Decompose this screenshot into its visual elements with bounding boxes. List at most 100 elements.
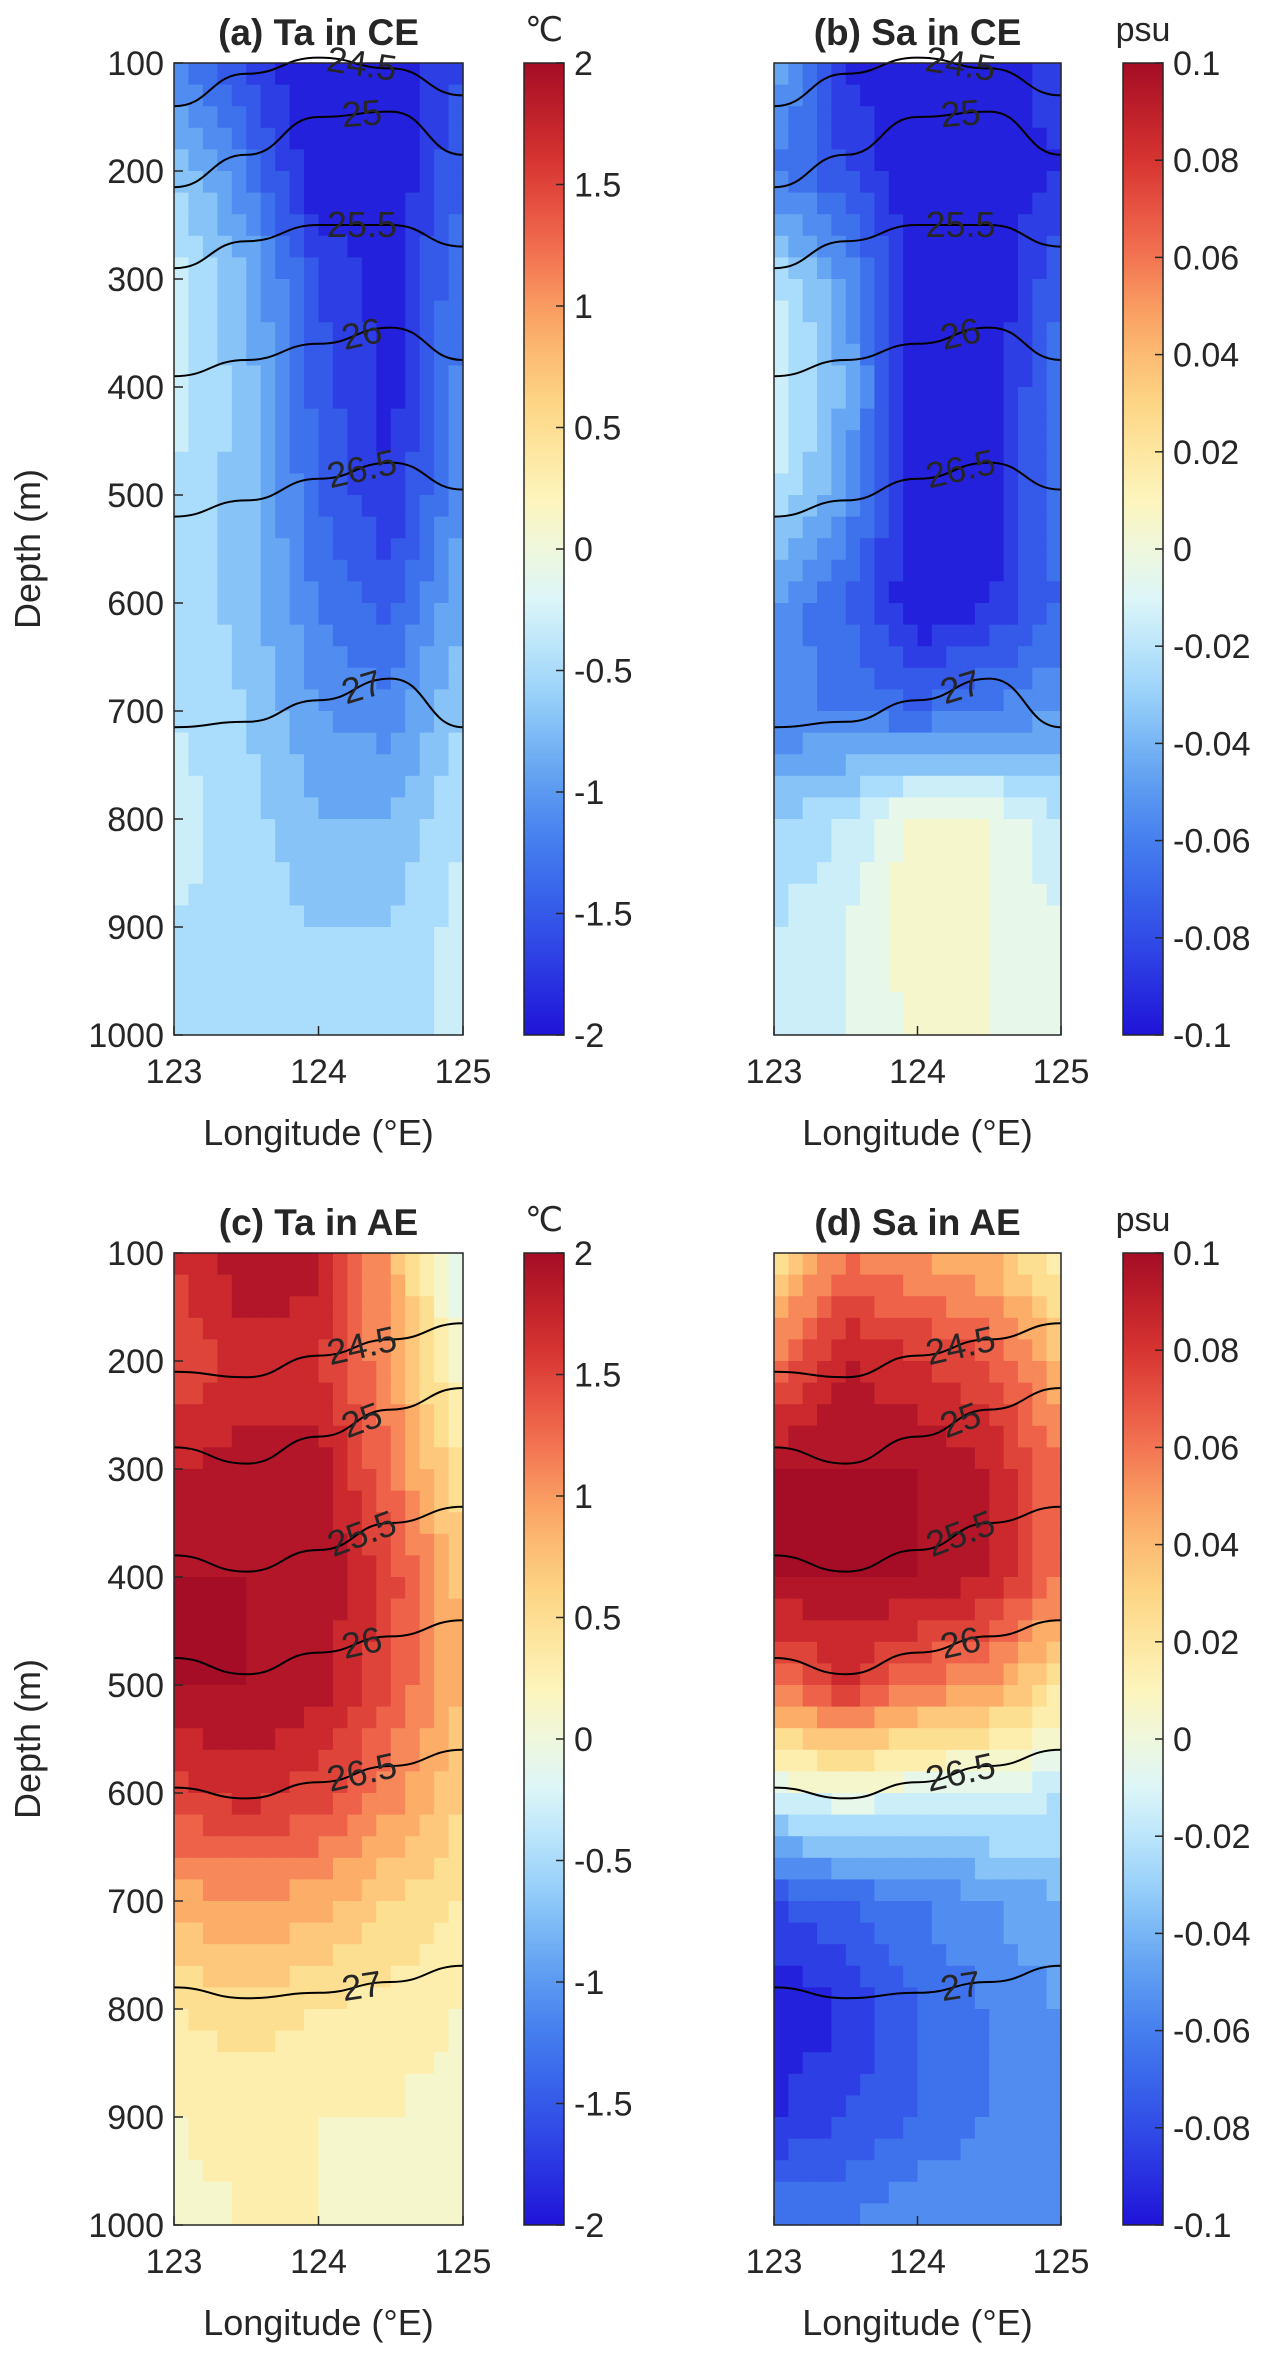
- field-cell: [260, 171, 276, 194]
- field-cell: [946, 343, 962, 366]
- field-cell: [974, 2181, 990, 2204]
- field-cell: [202, 63, 218, 86]
- field-cell: [989, 1922, 1005, 1945]
- field-cell: [217, 1685, 233, 1708]
- field-cell: [405, 408, 421, 431]
- field-cell: [946, 1598, 962, 1621]
- field-cell: [174, 1577, 190, 1600]
- isopycnal-line-26.5: [173, 1748, 464, 1800]
- field-cell: [390, 235, 406, 258]
- field-cell: [347, 2160, 363, 2183]
- field-cell: [788, 1987, 804, 2010]
- field-cell: [217, 1555, 233, 1578]
- field-cell: [1003, 819, 1019, 842]
- field-cell: [289, 84, 305, 107]
- field-cell: [217, 322, 233, 345]
- field-cell: [774, 991, 789, 1014]
- field-cell: [888, 732, 904, 755]
- field-cell: [845, 581, 861, 604]
- field-cell: [434, 775, 450, 798]
- field-cell: [390, 2095, 406, 2118]
- field-cell: [361, 1749, 377, 1772]
- field-cell: [974, 1253, 990, 1276]
- field-cell: [1003, 1793, 1019, 1816]
- field-cell: [231, 1512, 247, 1535]
- field-cell: [347, 1620, 363, 1643]
- field-cell: [802, 970, 818, 993]
- field-cell: [788, 927, 804, 950]
- field-cell: [405, 1361, 421, 1384]
- field-cell: [974, 2095, 990, 2118]
- field-cell: [376, 1469, 392, 1492]
- field-cell: [774, 754, 789, 777]
- field-cell: [989, 819, 1005, 842]
- field-cell: [860, 2073, 876, 2096]
- field-cell: [817, 1469, 832, 1492]
- field-cell: [874, 2052, 890, 2075]
- field-cell: [1046, 840, 1062, 863]
- field-cell: [289, 1361, 305, 1384]
- field-cell: [931, 862, 947, 885]
- field-cell: [405, 1577, 421, 1600]
- field-cell: [419, 775, 435, 798]
- field-cell: [390, 2160, 406, 2183]
- field-cell: [361, 559, 377, 582]
- field-cell: [989, 171, 1005, 194]
- field-cell: [860, 1641, 876, 1664]
- field-cell: [1003, 2030, 1019, 2053]
- field-cell: [817, 2138, 832, 2161]
- field-cell: [1003, 1296, 1019, 1319]
- field-cell: [361, 257, 377, 280]
- field-cell: [788, 2052, 804, 2075]
- field-cell: [946, 1965, 962, 1988]
- field-cell: [917, 775, 933, 798]
- field-cell: [788, 689, 804, 712]
- field-cell: [260, 883, 276, 906]
- field-cell: [917, 732, 933, 755]
- field-cell: [989, 430, 1005, 453]
- field-cell: [419, 1771, 435, 1794]
- field-cell: [931, 991, 947, 1014]
- field-cell: [434, 624, 450, 647]
- field-cell: [376, 430, 392, 453]
- field-cell: [845, 1555, 861, 1578]
- field-cell: [202, 1641, 218, 1664]
- field-cell: [845, 300, 861, 323]
- field-cell: [989, 300, 1005, 323]
- field-cell: [774, 1620, 789, 1643]
- field-cell: [376, 149, 392, 172]
- field-cell: [217, 2203, 233, 2226]
- field-cell: [405, 689, 421, 712]
- field-cell: [246, 451, 262, 474]
- field-cell: [231, 343, 247, 366]
- field-cell: [361, 171, 377, 194]
- field-cell: [931, 2117, 947, 2140]
- field-cell: [304, 279, 320, 302]
- field-cell: [1017, 624, 1033, 647]
- field-cell: [246, 1577, 262, 1600]
- field-cell: [931, 1447, 947, 1470]
- isopycnal-label: 26: [338, 1618, 386, 1667]
- field-cell: [802, 1836, 818, 1859]
- field-cell: [788, 754, 804, 777]
- field-cell: [332, 1382, 348, 1405]
- colorbar-unit-d: psu: [1116, 1201, 1171, 1239]
- field-cell: [989, 2095, 1005, 2118]
- field-cell: [231, 171, 247, 194]
- field-cell: [376, 1490, 392, 1513]
- colorbar-tick-label: 0.1: [1173, 45, 1220, 83]
- field-cell: [903, 279, 919, 302]
- field-cell: [989, 1296, 1005, 1319]
- field-cell: [405, 1512, 421, 1535]
- field-cell: [1003, 1447, 1019, 1470]
- field-cell: [318, 1857, 334, 1880]
- field-cell: [246, 2095, 262, 2118]
- field-cell: [318, 862, 334, 885]
- field-cell: [888, 1490, 904, 1513]
- field-cell: [1003, 538, 1019, 561]
- field-cell: [1032, 970, 1048, 993]
- field-cell: [304, 387, 320, 410]
- field-cell: [860, 1771, 876, 1794]
- field-cell: [931, 1296, 947, 1319]
- field-cell: [405, 1620, 421, 1643]
